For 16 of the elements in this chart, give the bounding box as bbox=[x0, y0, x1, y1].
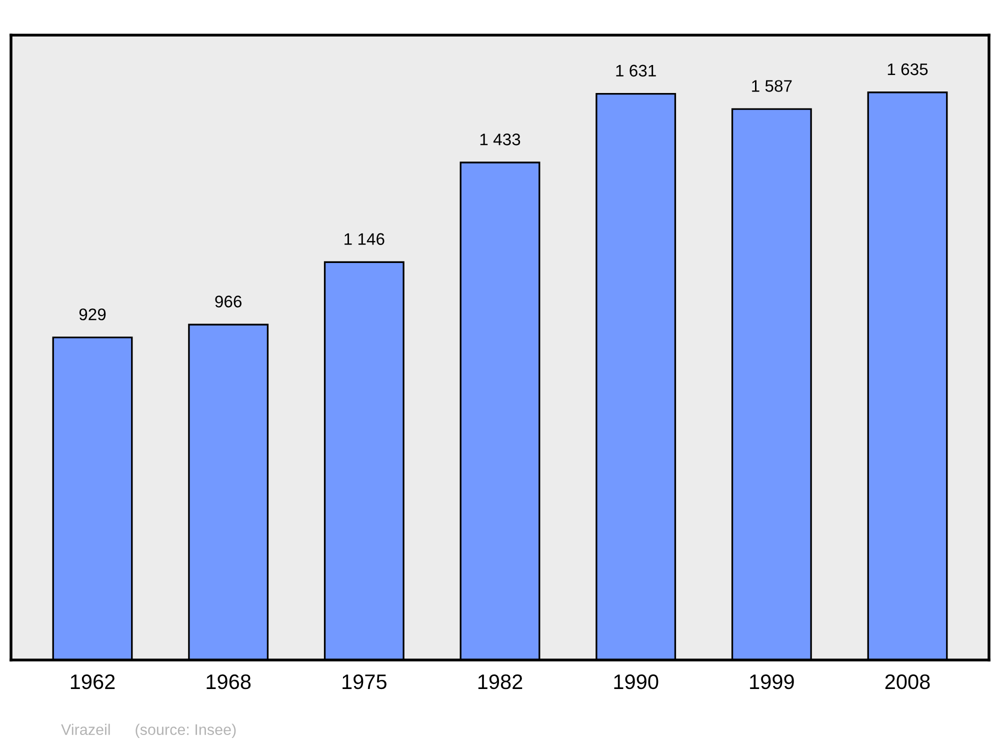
data-label: 1 146 bbox=[344, 233, 384, 245]
x-tick-label: 2008 bbox=[885, 674, 930, 690]
x-tick-label: 1975 bbox=[342, 674, 386, 690]
x-tick-label: 1982 bbox=[478, 674, 522, 690]
x-tick-label: 1990 bbox=[614, 674, 658, 690]
data-label: 1 587 bbox=[752, 80, 792, 92]
text: (source: Insee) bbox=[136, 724, 236, 738]
text: Virazeil bbox=[61, 724, 110, 736]
x-tick-label: 1962 bbox=[70, 674, 115, 690]
x-tick-label: 1999 bbox=[750, 674, 794, 690]
data-label: 929 bbox=[79, 308, 106, 320]
data-label: 966 bbox=[215, 296, 242, 308]
data-label: 1 631 bbox=[616, 64, 656, 77]
data-label: 1 433 bbox=[480, 134, 520, 146]
x-tick-label: 1968 bbox=[206, 674, 251, 690]
data-label: 1 635 bbox=[888, 63, 928, 76]
